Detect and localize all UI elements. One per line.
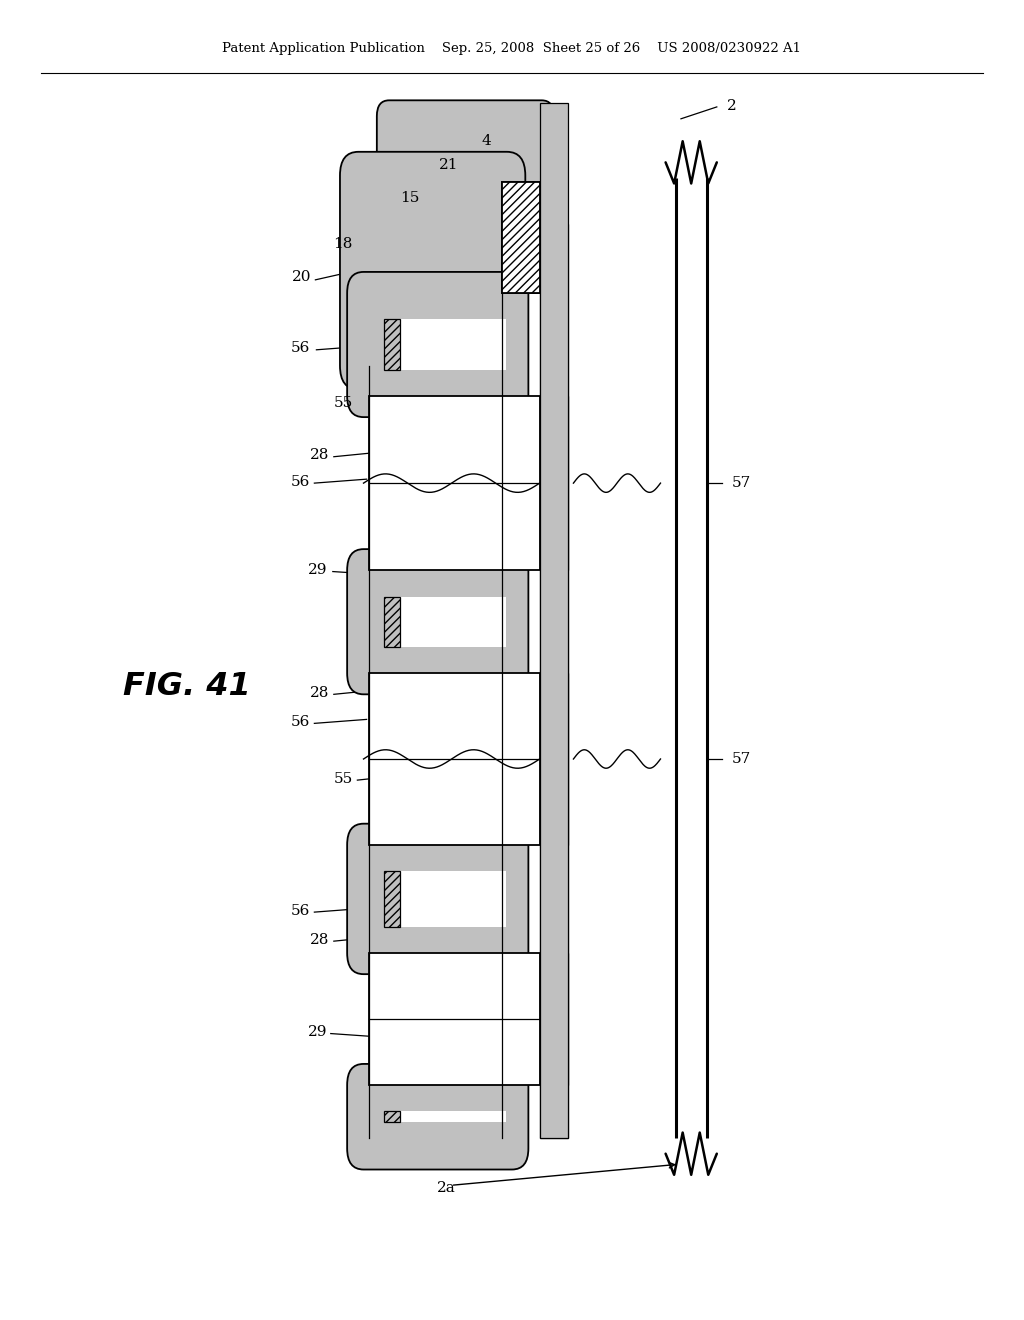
Bar xyxy=(369,396,540,570)
Bar xyxy=(384,597,400,647)
Text: 21: 21 xyxy=(438,158,459,172)
FancyBboxPatch shape xyxy=(347,272,528,417)
Text: 56: 56 xyxy=(291,342,309,355)
Text: 29: 29 xyxy=(307,1026,328,1039)
Text: 56: 56 xyxy=(291,715,309,729)
Bar xyxy=(502,182,540,293)
Bar xyxy=(384,319,506,370)
Text: 2: 2 xyxy=(727,99,737,112)
Text: 57: 57 xyxy=(732,477,752,490)
Text: Patent Application Publication    Sep. 25, 2008  Sheet 25 of 26    US 2008/02309: Patent Application Publication Sep. 25, … xyxy=(222,42,802,55)
Text: 55: 55 xyxy=(334,772,352,785)
FancyBboxPatch shape xyxy=(340,152,525,389)
Bar xyxy=(676,178,707,1138)
Bar xyxy=(502,182,540,293)
Text: 56: 56 xyxy=(291,904,309,917)
Text: 15: 15 xyxy=(400,191,419,205)
Text: 28: 28 xyxy=(310,933,329,946)
Bar xyxy=(540,953,568,1085)
Text: FIG. 41: FIG. 41 xyxy=(123,671,251,702)
Bar xyxy=(384,871,400,927)
Bar xyxy=(502,182,540,294)
FancyBboxPatch shape xyxy=(377,100,554,205)
Text: 18: 18 xyxy=(334,238,352,251)
Bar xyxy=(384,597,506,647)
Bar xyxy=(540,396,568,570)
FancyBboxPatch shape xyxy=(347,549,528,694)
Text: 4: 4 xyxy=(481,135,492,148)
FancyBboxPatch shape xyxy=(347,824,528,974)
Bar xyxy=(540,103,568,1138)
Bar xyxy=(540,224,568,1138)
Text: 55: 55 xyxy=(334,396,352,409)
Bar xyxy=(369,953,540,1085)
Text: 28: 28 xyxy=(310,449,329,462)
Text: 2a: 2a xyxy=(437,1181,456,1195)
Text: 20: 20 xyxy=(292,271,312,284)
Bar xyxy=(369,673,540,845)
Bar xyxy=(384,1111,400,1122)
Text: 29: 29 xyxy=(307,564,328,577)
FancyBboxPatch shape xyxy=(347,1064,528,1170)
Bar xyxy=(540,673,568,845)
Bar xyxy=(384,319,400,370)
Text: 28: 28 xyxy=(310,686,329,700)
Text: 57: 57 xyxy=(732,752,752,766)
Bar xyxy=(384,871,506,927)
Bar xyxy=(384,1111,506,1122)
Text: 56: 56 xyxy=(291,475,309,488)
